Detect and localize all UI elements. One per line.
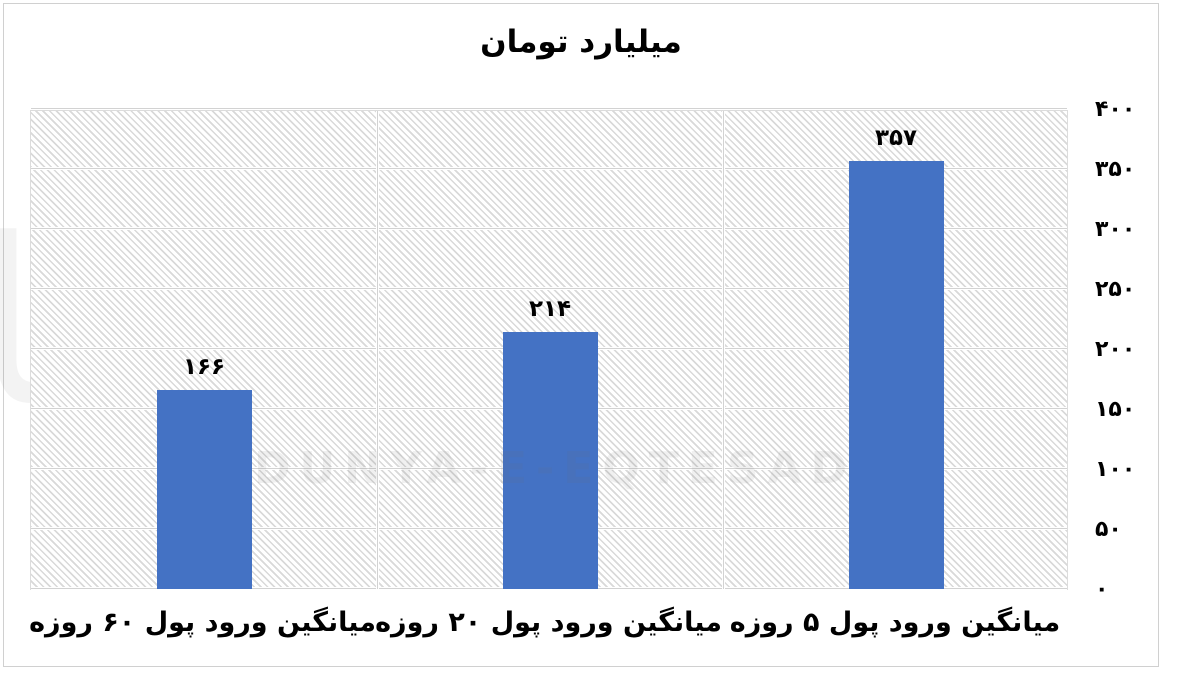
gridline-horizontal <box>31 227 1067 230</box>
y-axis-tick-label: ۳۵۰ <box>1095 157 1136 182</box>
gridline-horizontal <box>31 167 1067 170</box>
y-axis-tick-label: ۰ <box>1095 577 1109 602</box>
x-axis-category-label: میانگین ورود پول ۲۰ روزه <box>375 607 722 638</box>
gridline-horizontal <box>31 107 1067 110</box>
gridline-vertical <box>722 111 725 589</box>
x-axis-category-label: میانگین ورود پول ۶۰ روزه <box>29 607 376 638</box>
bar-value-label: ۳۵۷ <box>874 124 918 151</box>
gridline-horizontal <box>31 287 1067 290</box>
bar-0 <box>156 389 252 589</box>
y-axis-tick-label: ۲۰۰ <box>1095 337 1136 362</box>
y-axis-tick-label: ۵۰ <box>1095 517 1122 542</box>
bar-value-label: ۱۶۶ <box>182 353 226 380</box>
y-axis-tick-label: ۲۵۰ <box>1095 277 1136 302</box>
x-axis-category-label: میانگین ورود پول ۵ روزه <box>729 607 1061 638</box>
y-axis-tick-label: ۳۰۰ <box>1095 217 1136 242</box>
plot-area: ۱۶۶ ۲۱۴ ۳۵۷ <box>30 107 1068 590</box>
y-axis-tick-label: ۴۰۰ <box>1095 97 1136 122</box>
y-axis-tick-label: ۱۵۰ <box>1095 397 1136 422</box>
chart-title: میلیارد تومان <box>480 24 682 60</box>
bar-value-label: ۲۱۴ <box>528 296 572 323</box>
y-axis-tick-label: ۱۰۰ <box>1095 457 1136 482</box>
bar-2 <box>848 160 944 589</box>
gridline-vertical <box>376 111 379 589</box>
bar-1 <box>502 332 598 589</box>
